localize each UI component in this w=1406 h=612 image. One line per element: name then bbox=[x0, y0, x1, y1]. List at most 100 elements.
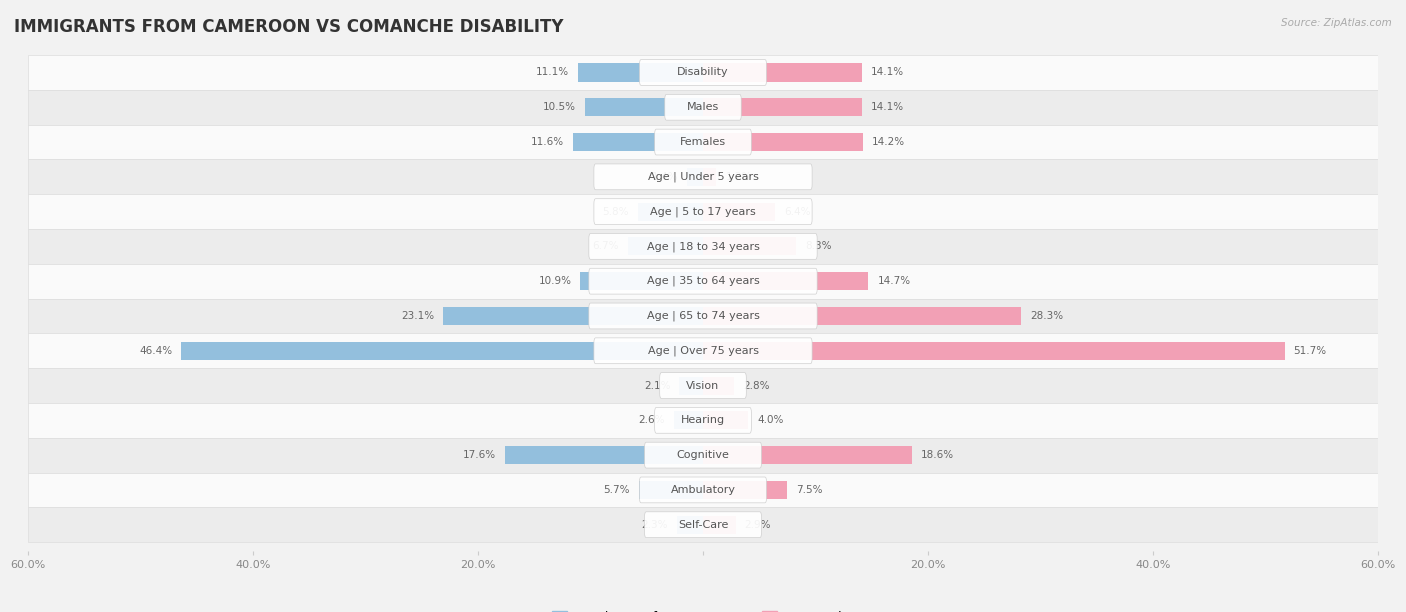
Text: Ambulatory: Ambulatory bbox=[671, 485, 735, 495]
Text: 11.1%: 11.1% bbox=[536, 67, 569, 78]
Text: 1.4%: 1.4% bbox=[652, 172, 678, 182]
Bar bbox=[505, 446, 703, 464]
FancyBboxPatch shape bbox=[659, 373, 747, 398]
Text: 18.6%: 18.6% bbox=[921, 450, 955, 460]
Bar bbox=[703, 64, 862, 81]
Bar bbox=[703, 446, 912, 464]
Bar bbox=[585, 98, 703, 116]
Text: 14.1%: 14.1% bbox=[870, 102, 904, 112]
FancyBboxPatch shape bbox=[644, 442, 762, 468]
Bar bbox=[703, 203, 775, 221]
FancyBboxPatch shape bbox=[593, 164, 813, 190]
Bar bbox=[28, 507, 1378, 542]
Text: Age | Over 75 years: Age | Over 75 years bbox=[648, 346, 758, 356]
Bar bbox=[28, 125, 1378, 160]
Text: 2.9%: 2.9% bbox=[745, 520, 770, 530]
Text: Source: ZipAtlas.com: Source: ZipAtlas.com bbox=[1281, 18, 1392, 28]
FancyBboxPatch shape bbox=[640, 477, 766, 503]
Bar bbox=[28, 264, 1378, 299]
Text: 5.8%: 5.8% bbox=[602, 207, 628, 217]
Bar bbox=[28, 194, 1378, 229]
Text: 5.7%: 5.7% bbox=[603, 485, 630, 495]
Bar bbox=[572, 133, 703, 151]
Text: 10.5%: 10.5% bbox=[543, 102, 576, 112]
Text: Age | 35 to 64 years: Age | 35 to 64 years bbox=[647, 276, 759, 286]
Bar bbox=[28, 438, 1378, 472]
Text: 8.3%: 8.3% bbox=[806, 241, 832, 252]
Text: Vision: Vision bbox=[686, 381, 720, 390]
Text: 14.2%: 14.2% bbox=[872, 137, 905, 147]
Bar bbox=[703, 341, 1285, 360]
Text: 2.6%: 2.6% bbox=[638, 416, 665, 425]
Text: Age | Under 5 years: Age | Under 5 years bbox=[648, 171, 758, 182]
Text: 2.8%: 2.8% bbox=[744, 381, 770, 390]
Bar bbox=[28, 160, 1378, 194]
Bar bbox=[638, 203, 703, 221]
Bar bbox=[703, 133, 863, 151]
Bar bbox=[703, 237, 796, 255]
Bar bbox=[28, 472, 1378, 507]
Text: Disability: Disability bbox=[678, 67, 728, 78]
Text: 46.4%: 46.4% bbox=[139, 346, 172, 356]
Bar bbox=[578, 64, 703, 81]
Text: Females: Females bbox=[681, 137, 725, 147]
Bar bbox=[703, 307, 1021, 325]
Text: 28.3%: 28.3% bbox=[1031, 311, 1063, 321]
Bar bbox=[703, 481, 787, 499]
Text: 23.1%: 23.1% bbox=[401, 311, 434, 321]
Text: 11.6%: 11.6% bbox=[530, 137, 564, 147]
FancyBboxPatch shape bbox=[655, 129, 751, 155]
Bar bbox=[679, 376, 703, 395]
Text: 14.1%: 14.1% bbox=[870, 67, 904, 78]
FancyBboxPatch shape bbox=[593, 199, 813, 225]
Bar bbox=[28, 334, 1378, 368]
Bar bbox=[673, 411, 703, 430]
Text: 6.7%: 6.7% bbox=[592, 241, 619, 252]
Text: 7.5%: 7.5% bbox=[796, 485, 823, 495]
Text: Cognitive: Cognitive bbox=[676, 450, 730, 460]
Text: 1.2%: 1.2% bbox=[725, 172, 752, 182]
Bar bbox=[688, 168, 703, 186]
Bar bbox=[703, 411, 748, 430]
Text: Hearing: Hearing bbox=[681, 416, 725, 425]
FancyBboxPatch shape bbox=[589, 303, 817, 329]
Text: 4.0%: 4.0% bbox=[756, 416, 783, 425]
Bar bbox=[28, 90, 1378, 125]
Bar bbox=[703, 98, 862, 116]
Text: 51.7%: 51.7% bbox=[1294, 346, 1327, 356]
Text: 2.1%: 2.1% bbox=[644, 381, 671, 390]
Text: Age | 5 to 17 years: Age | 5 to 17 years bbox=[650, 206, 756, 217]
FancyBboxPatch shape bbox=[640, 59, 766, 86]
Bar bbox=[581, 272, 703, 290]
FancyBboxPatch shape bbox=[665, 94, 741, 120]
FancyBboxPatch shape bbox=[589, 234, 817, 259]
Bar bbox=[627, 237, 703, 255]
Legend: Immigrants from Cameroon, Comanche: Immigrants from Cameroon, Comanche bbox=[553, 611, 853, 612]
Text: 2.3%: 2.3% bbox=[641, 520, 668, 530]
Text: Self-Care: Self-Care bbox=[678, 520, 728, 530]
FancyBboxPatch shape bbox=[589, 268, 817, 294]
Text: Males: Males bbox=[688, 102, 718, 112]
Text: IMMIGRANTS FROM CAMEROON VS COMANCHE DISABILITY: IMMIGRANTS FROM CAMEROON VS COMANCHE DIS… bbox=[14, 18, 564, 36]
Bar bbox=[28, 299, 1378, 334]
FancyBboxPatch shape bbox=[593, 338, 813, 364]
Bar bbox=[703, 168, 717, 186]
Bar bbox=[703, 376, 734, 395]
Bar bbox=[28, 403, 1378, 438]
FancyBboxPatch shape bbox=[655, 408, 751, 433]
FancyBboxPatch shape bbox=[644, 512, 762, 537]
Text: Age | 65 to 74 years: Age | 65 to 74 years bbox=[647, 311, 759, 321]
Bar bbox=[703, 272, 869, 290]
Bar bbox=[28, 368, 1378, 403]
Bar bbox=[638, 481, 703, 499]
Bar bbox=[181, 341, 703, 360]
Bar bbox=[443, 307, 703, 325]
Bar bbox=[703, 516, 735, 534]
Text: 14.7%: 14.7% bbox=[877, 276, 911, 286]
Bar bbox=[678, 516, 703, 534]
Bar bbox=[28, 55, 1378, 90]
Text: 17.6%: 17.6% bbox=[463, 450, 496, 460]
Text: Age | 18 to 34 years: Age | 18 to 34 years bbox=[647, 241, 759, 252]
Text: 10.9%: 10.9% bbox=[538, 276, 571, 286]
Bar bbox=[28, 229, 1378, 264]
